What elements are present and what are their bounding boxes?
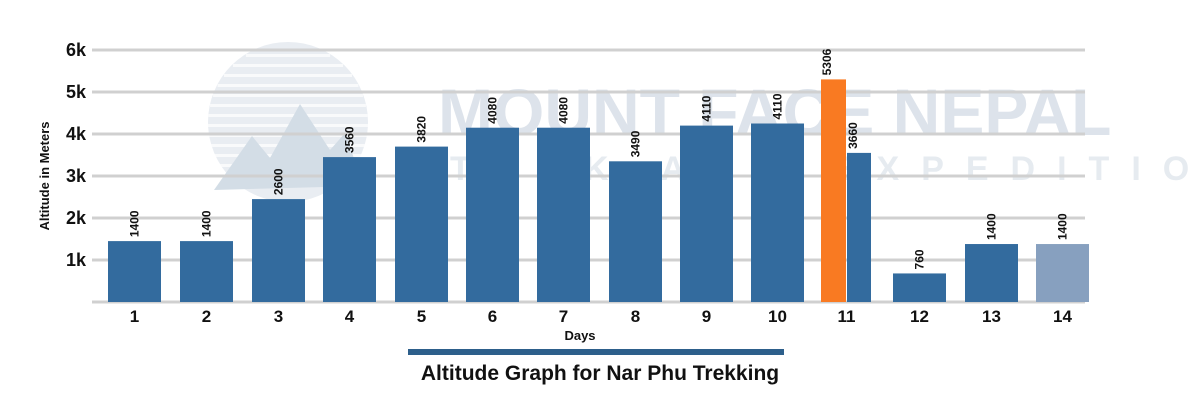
y-tick-label: 3k bbox=[66, 166, 87, 186]
data-label: 1400 bbox=[985, 213, 999, 240]
x-tick-label: 5 bbox=[417, 307, 426, 326]
data-labels: 1400 1400 2600 3560 3820 4080 4080 3490 4110 4110… bbox=[128, 48, 1070, 269]
x-tick-label: 8 bbox=[631, 307, 640, 326]
bar bbox=[323, 157, 376, 302]
bar bbox=[180, 241, 233, 302]
bar bbox=[466, 127, 519, 302]
data-label: 4110 bbox=[771, 93, 785, 119]
x-axis-title: Days bbox=[564, 328, 595, 343]
chart-caption: Altitude Graph for Nar Phu Trekking bbox=[420, 362, 780, 385]
bar bbox=[108, 241, 161, 302]
data-label: 3660 bbox=[846, 122, 860, 149]
bar bbox=[680, 125, 733, 302]
x-tick-label: 14 bbox=[1053, 307, 1072, 326]
x-tick-label: 2 bbox=[202, 307, 211, 326]
data-label: 4080 bbox=[557, 97, 571, 124]
bar bbox=[252, 199, 305, 302]
y-tick-label: 4k bbox=[66, 124, 87, 144]
data-label: 5306 bbox=[820, 48, 834, 75]
y-tick-label: 1k bbox=[66, 250, 87, 270]
y-tick-label: 2k bbox=[66, 208, 87, 228]
x-tick-label: 4 bbox=[345, 307, 355, 326]
x-tick-label: 9 bbox=[702, 307, 711, 326]
x-tick-label: 10 bbox=[768, 307, 787, 326]
x-tick-label: 12 bbox=[910, 307, 929, 326]
bar bbox=[609, 161, 662, 302]
x-axis-ticks: 1 2 3 4 5 6 7 8 9 10 11 12 13 14 bbox=[130, 307, 1073, 326]
data-label: 3820 bbox=[415, 116, 429, 143]
y-tick-label: 6k bbox=[66, 40, 87, 60]
bar bbox=[847, 152, 871, 302]
bar bbox=[1036, 244, 1089, 302]
bar bbox=[821, 79, 846, 303]
y-axis-ticks: 1k 2k 3k 4k 5k 6k bbox=[66, 40, 87, 270]
x-tick-label: 6 bbox=[488, 307, 497, 326]
bar bbox=[537, 127, 590, 302]
x-tick-label: 1 bbox=[130, 307, 139, 326]
x-tick-label: 7 bbox=[559, 307, 568, 326]
x-tick-label: 11 bbox=[838, 307, 856, 326]
data-label: 1400 bbox=[128, 210, 142, 237]
bar bbox=[395, 146, 448, 302]
data-label: 2600 bbox=[272, 168, 286, 195]
data-label: 4080 bbox=[486, 97, 500, 124]
data-label: 1400 bbox=[1056, 213, 1070, 240]
bar bbox=[751, 123, 804, 302]
y-tick-label: 5k bbox=[66, 82, 87, 102]
bar bbox=[893, 273, 946, 302]
data-label: 4110 bbox=[700, 95, 714, 121]
data-label: 3560 bbox=[343, 126, 357, 153]
caption-underline bbox=[408, 349, 784, 355]
x-tick-label: 13 bbox=[982, 307, 1001, 326]
data-label: 760 bbox=[913, 249, 927, 269]
data-label: 1400 bbox=[200, 210, 214, 237]
data-label: 3490 bbox=[629, 130, 643, 157]
bar bbox=[965, 244, 1018, 302]
x-tick-label: 3 bbox=[274, 307, 283, 326]
altitude-bar-chart: MOUNT FACE NEPAL TREK AND EXPEDITION 140… bbox=[37, 40, 1200, 343]
y-axis-title: Altitude in Meters bbox=[37, 121, 52, 230]
bars bbox=[108, 79, 1089, 303]
